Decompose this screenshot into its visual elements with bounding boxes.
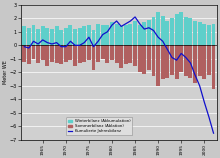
Bar [156, 12, 160, 45]
Bar [207, 25, 211, 45]
Bar [207, 45, 211, 75]
Bar [119, 45, 123, 68]
Bar [128, 24, 132, 45]
Bar [36, 29, 40, 45]
Bar [64, 28, 68, 45]
Bar [22, 45, 26, 62]
Bar [124, 25, 128, 45]
Bar [73, 29, 77, 45]
Bar [124, 45, 128, 64]
Bar [152, 17, 156, 45]
Bar [175, 14, 179, 45]
Bar [142, 45, 146, 74]
Bar [170, 18, 174, 45]
Bar [96, 24, 100, 45]
Bar [55, 26, 59, 45]
Bar [128, 45, 132, 63]
Bar [138, 45, 142, 72]
Bar [198, 45, 202, 76]
Bar [96, 45, 100, 62]
Bar [161, 16, 165, 45]
Y-axis label: Meter WE: Meter WE [3, 60, 8, 84]
Bar [133, 21, 137, 45]
Bar [133, 45, 137, 66]
Bar [27, 28, 31, 45]
Bar [165, 45, 169, 78]
Bar [78, 45, 82, 63]
Bar [175, 45, 179, 79]
Bar [119, 26, 123, 45]
Bar [170, 45, 174, 75]
Bar [193, 21, 197, 45]
Bar [110, 22, 114, 45]
Bar [184, 45, 188, 76]
Bar [92, 45, 95, 70]
Bar [87, 45, 91, 60]
Bar [36, 45, 40, 63]
Bar [50, 29, 54, 45]
Bar [105, 45, 109, 63]
Bar [22, 26, 26, 45]
Bar [78, 28, 82, 45]
Bar [50, 45, 54, 62]
Bar [82, 45, 86, 62]
Bar [142, 22, 146, 45]
Bar [202, 24, 206, 45]
Bar [73, 45, 77, 66]
Bar [212, 24, 216, 45]
Bar [92, 30, 95, 45]
Bar [179, 12, 183, 45]
Bar [115, 24, 119, 45]
Bar [110, 45, 114, 60]
Bar [55, 45, 59, 63]
Bar [27, 45, 31, 64]
Bar [87, 25, 91, 45]
Bar [189, 18, 192, 45]
Legend: Winterbilanz (Akkumulation), Sommerbilanz (Ablation), Kumulierte Jahresbilanz: Winterbilanz (Akkumulation), Sommerbilan… [66, 117, 132, 135]
Bar [156, 45, 160, 86]
Bar [101, 25, 105, 45]
Bar [82, 26, 86, 45]
Bar [147, 20, 151, 45]
Bar [147, 45, 151, 70]
Bar [202, 45, 206, 79]
Bar [59, 30, 63, 45]
Bar [179, 45, 183, 72]
Bar [41, 26, 45, 45]
Bar [189, 45, 192, 78]
Bar [165, 21, 169, 45]
Bar [212, 45, 216, 89]
Bar [41, 45, 45, 60]
Bar [138, 25, 142, 45]
Bar [68, 25, 72, 45]
Bar [184, 17, 188, 45]
Bar [68, 45, 72, 60]
Bar [31, 45, 35, 59]
Bar [115, 45, 119, 63]
Bar [31, 25, 35, 45]
Bar [101, 45, 105, 59]
Bar [198, 22, 202, 45]
Bar [105, 25, 109, 45]
Bar [64, 45, 68, 62]
Bar [45, 28, 49, 45]
Bar [161, 45, 165, 79]
Bar [45, 45, 49, 66]
Bar [152, 45, 156, 76]
Bar [193, 45, 197, 83]
Bar [59, 45, 63, 64]
